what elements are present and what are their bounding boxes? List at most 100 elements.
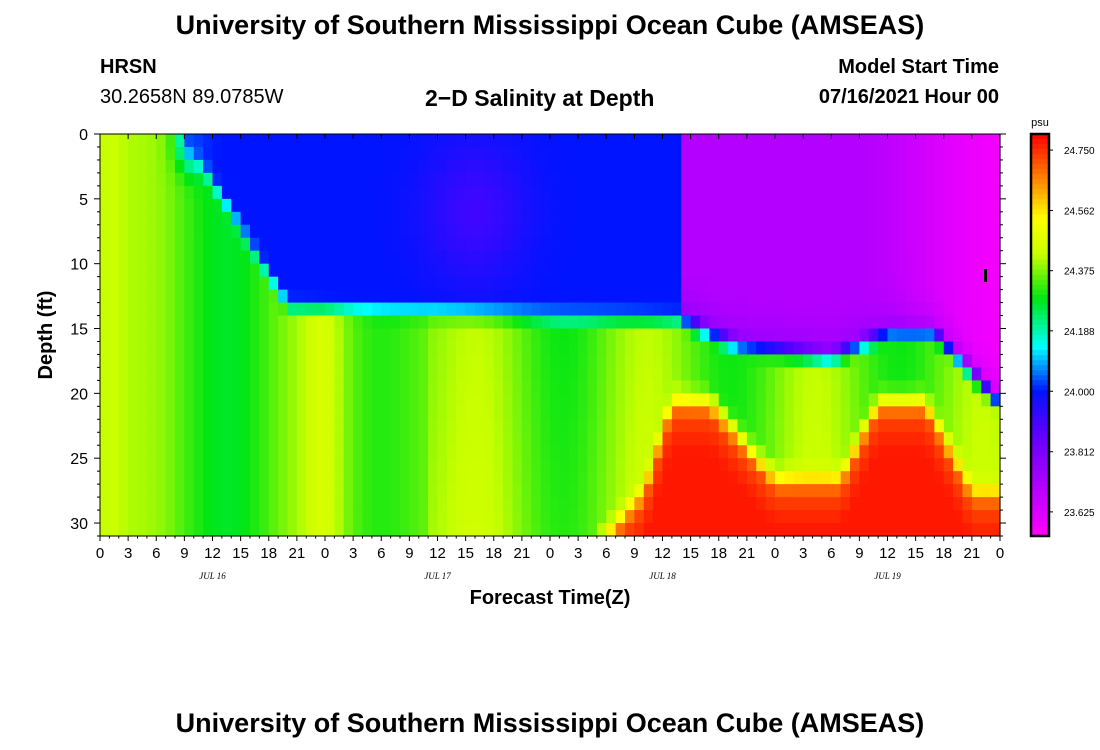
heatmap-cell	[746, 211, 757, 226]
heatmap-cell	[615, 172, 626, 187]
heatmap-cell	[456, 211, 467, 226]
heatmap-cell	[212, 406, 223, 420]
heatmap-cell	[240, 445, 251, 459]
heatmap-cell	[559, 393, 570, 407]
heatmap-cell	[475, 471, 485, 485]
heatmap-cell	[334, 367, 345, 381]
heatmap-cell	[521, 419, 532, 433]
heatmap-cell	[737, 224, 748, 239]
heatmap-cell	[409, 237, 420, 252]
heatmap-cell	[128, 159, 139, 174]
heatmap-cell	[634, 211, 645, 226]
heatmap-cell	[550, 172, 560, 187]
heatmap-cell	[203, 341, 214, 356]
heatmap-cell	[934, 328, 945, 343]
heatmap-cell	[175, 302, 185, 317]
heatmap-cell	[484, 419, 495, 433]
heatmap-cell	[296, 146, 307, 161]
heatmap-cell	[325, 341, 335, 356]
heatmap-cell	[512, 445, 523, 459]
heatmap-cell	[531, 211, 542, 226]
heatmap-cell	[840, 367, 851, 381]
heatmap-cell	[193, 523, 204, 537]
heatmap-cell	[456, 354, 467, 369]
heatmap-cell	[615, 406, 626, 420]
heatmap-cell	[971, 302, 982, 317]
heatmap-cell	[859, 237, 870, 252]
heatmap-cell	[512, 458, 523, 472]
heatmap-cell	[156, 328, 167, 343]
heatmap-cell	[746, 134, 757, 148]
heatmap-cell	[128, 367, 139, 381]
heatmap-cell	[390, 172, 401, 187]
heatmap-cell	[343, 484, 354, 498]
heatmap-cell	[962, 263, 973, 278]
heatmap-cell	[700, 484, 710, 498]
colorbar-swatch	[1031, 189, 1049, 195]
heatmap-cell	[250, 328, 260, 343]
heatmap-cell	[746, 276, 757, 291]
heatmap-cell	[278, 510, 289, 524]
heatmap-cell	[287, 484, 298, 498]
heatmap-cell	[475, 367, 485, 381]
heatmap-cell	[512, 380, 523, 394]
heatmap-cell	[737, 393, 748, 407]
heatmap-cell	[175, 484, 185, 498]
heatmap-cell	[109, 341, 120, 356]
heatmap-cell	[456, 159, 467, 174]
heatmap-cell	[728, 237, 739, 252]
heatmap-cell	[268, 146, 279, 161]
heatmap-cell	[465, 263, 476, 278]
heatmap-cell	[250, 523, 260, 537]
heatmap-cell	[700, 458, 710, 472]
heatmap-cell	[212, 510, 223, 524]
heatmap-cell	[268, 315, 279, 330]
heatmap-cell	[840, 328, 851, 343]
heatmap-cell	[362, 484, 373, 498]
heatmap-cell	[156, 445, 167, 459]
heatmap-cell	[906, 237, 917, 252]
heatmap-cell	[334, 471, 345, 485]
heatmap-cell	[587, 341, 598, 356]
heatmap-cell	[596, 367, 607, 381]
heatmap-cell	[756, 510, 767, 524]
heatmap-cell	[456, 419, 467, 433]
heatmap-cell	[840, 250, 851, 265]
heatmap-cell	[381, 302, 392, 317]
heatmap-cell	[334, 341, 345, 356]
heatmap-cell	[690, 224, 701, 239]
heatmap-cell	[184, 224, 195, 239]
model-start-label: Model Start Time	[838, 56, 999, 78]
heatmap-cell	[381, 471, 392, 485]
heatmap-cell	[906, 185, 917, 200]
heatmap-cell	[662, 302, 673, 317]
heatmap-cell	[775, 134, 785, 148]
heatmap-cell	[596, 406, 607, 420]
heatmap-cell	[493, 367, 504, 381]
heatmap-cell	[128, 198, 139, 213]
heatmap-cell	[296, 302, 307, 317]
heatmap-cell	[596, 523, 607, 537]
heatmap-cell	[250, 432, 260, 446]
heatmap-cell	[550, 328, 560, 343]
heatmap-cell	[325, 406, 335, 420]
heatmap-cell	[990, 302, 1001, 317]
heatmap-cell	[343, 510, 354, 524]
heatmap-cell	[906, 198, 917, 213]
heatmap-cell	[671, 172, 682, 187]
heatmap-cell	[821, 315, 832, 330]
heatmap-cell	[906, 419, 917, 433]
heatmap-cell	[428, 237, 439, 252]
heatmap-cell	[165, 354, 176, 369]
heatmap-cell	[165, 471, 176, 485]
heatmap-cell	[334, 497, 345, 511]
colorbar-swatch	[1031, 480, 1049, 487]
heatmap-cell	[484, 367, 495, 381]
heatmap-cell	[681, 237, 692, 252]
heatmap-cell	[137, 523, 148, 537]
heatmap-cell	[409, 134, 420, 148]
heatmap-cell	[840, 341, 851, 356]
date-label: JUL 16	[199, 571, 226, 581]
colorbar-swatch	[1031, 264, 1049, 271]
heatmap-cell	[390, 315, 401, 330]
